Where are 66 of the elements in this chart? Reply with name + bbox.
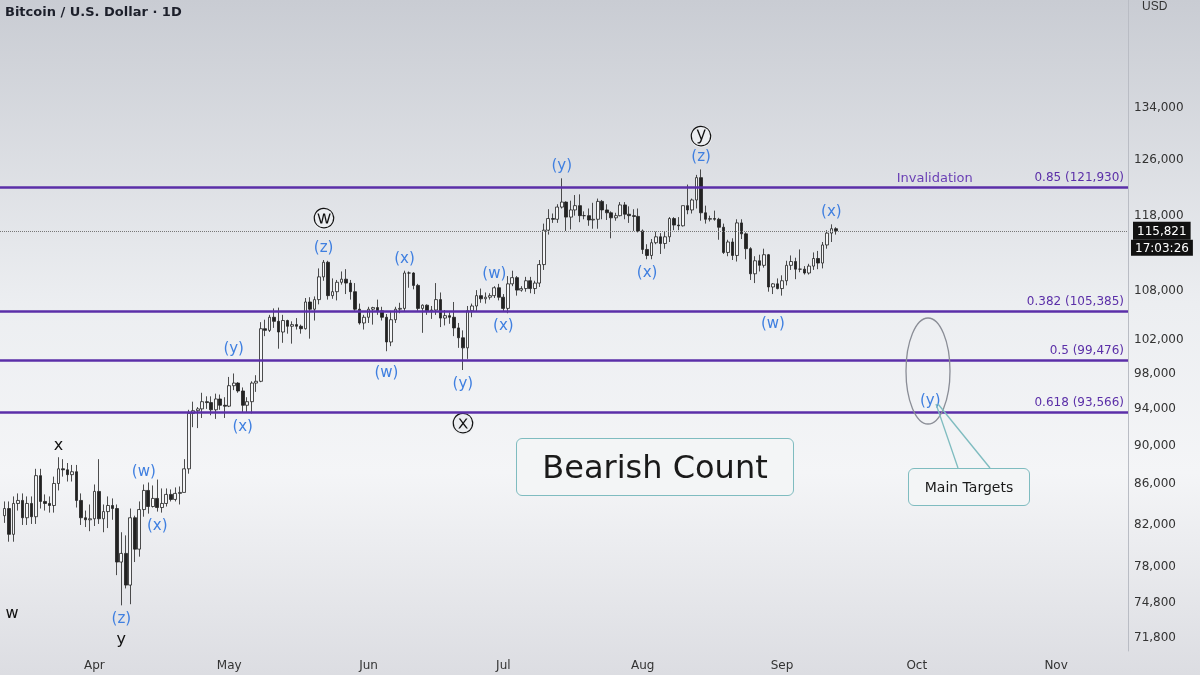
annotation: (y) <box>452 374 474 393</box>
annotation: (w) <box>374 362 399 381</box>
candlestick <box>25 496 29 526</box>
candlestick <box>798 249 802 273</box>
candlestick <box>389 310 393 347</box>
y-tick-label: 74,800 <box>1134 594 1176 609</box>
y-tick-label: 90,000 <box>1134 437 1176 452</box>
candlestick <box>308 296 312 340</box>
y-tick-label: 134,000 <box>1134 100 1184 114</box>
text: 17:03:26 <box>1135 240 1189 255</box>
annotation: (y) <box>223 338 244 357</box>
y-tick-label: 86,000 <box>1134 476 1176 491</box>
ref-line-label: 0.85 (121,930) <box>1034 170 1124 185</box>
annotation: w <box>5 602 19 622</box>
ref-line-label: 0.618 (93,566) <box>1034 394 1124 409</box>
y-tick-label: 94,000 <box>1134 400 1176 415</box>
annotation: (x) <box>636 263 658 282</box>
annotation: Invalidation <box>896 169 973 185</box>
candlestick <box>290 320 294 345</box>
annotation: ⓦ <box>312 206 335 232</box>
candlestick <box>326 260 330 301</box>
annotation: (w) <box>131 462 156 481</box>
candlestick <box>106 496 110 529</box>
candlestick <box>407 271 411 289</box>
x-tick-label: Sep <box>770 658 794 672</box>
annotation: Bearish Count <box>516 438 794 496</box>
annotation: x <box>53 434 64 454</box>
annotation: Main Targets <box>908 468 1030 506</box>
annotation: (x) <box>146 515 168 534</box>
ref-line-label: 0.5 (99,476) <box>1049 342 1124 357</box>
x-tick-label: May <box>216 658 242 672</box>
annotation: (z) <box>313 238 334 257</box>
annotation: (w) <box>760 313 785 332</box>
annotation: (x) <box>394 248 415 267</box>
x-tick-label: Nov <box>1044 658 1068 672</box>
x-tick-label: Aug <box>630 658 655 672</box>
annotation: (x) <box>232 416 253 435</box>
annotation: (w) <box>482 264 507 283</box>
annotation: (y) <box>551 156 573 175</box>
annotation: ⓨ <box>690 123 713 149</box>
y-tick-label: 118,000 <box>1134 207 1184 222</box>
x-tick-label: Oct <box>906 658 928 672</box>
x-tick-label: Jun <box>358 658 378 672</box>
candlestick <box>735 218 739 262</box>
annotation: ⓧ <box>451 411 474 437</box>
annotation: (y) <box>919 390 941 409</box>
ref-line-label: 0.382 (105,385) <box>1026 293 1124 308</box>
y-axis-title: USD <box>1142 0 1168 13</box>
annotation: y <box>116 628 127 648</box>
x-tick-label: Jul <box>495 658 511 672</box>
y-tick-label: 82,000 <box>1134 516 1176 531</box>
ref-line-label: 115,821 <box>1137 223 1187 238</box>
annotation: (z) <box>691 147 711 166</box>
x-tick-label: Apr <box>83 658 105 672</box>
y-tick-label: 98,000 <box>1134 365 1176 380</box>
candlestick <box>34 468 38 525</box>
y-tick-label: 108,000 <box>1134 283 1184 298</box>
y-tick-label: 102,000 <box>1134 331 1184 346</box>
annotation: (z) <box>111 609 132 628</box>
annotation: (x) <box>821 202 842 221</box>
y-tick-label: 78,000 <box>1134 559 1176 574</box>
chart-title: Bitcoin / U.S. Dollar · 1D <box>5 4 182 19</box>
candlestick <box>699 169 703 222</box>
y-tick-label: 126,000 <box>1134 152 1184 167</box>
y-tick-label: 71,800 <box>1134 629 1176 644</box>
annotation: (x) <box>493 315 514 334</box>
